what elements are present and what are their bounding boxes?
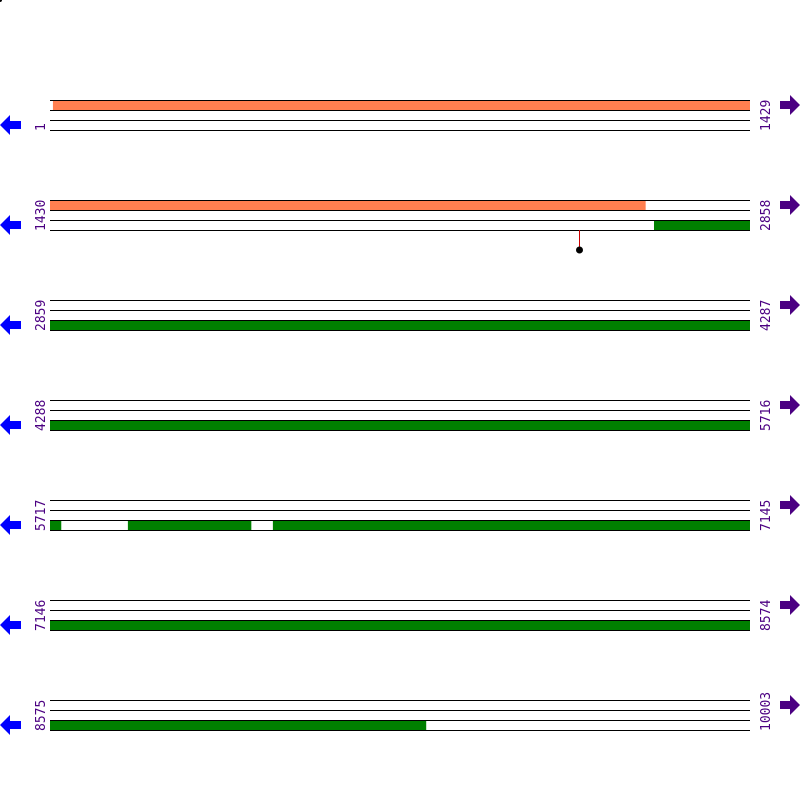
arrow-right-icon	[780, 195, 800, 215]
arrow-right-icon	[780, 495, 800, 515]
arrow-left-icon	[0, 515, 21, 535]
start-position-label: 4288	[34, 400, 49, 431]
arrow-right-icon	[780, 695, 800, 715]
sequence-row: 4288 5716	[0, 395, 800, 435]
feature-bar-bottom	[653, 220, 750, 230]
start-position-label: 8575	[34, 700, 49, 731]
arrow-left-icon	[0, 415, 21, 435]
arrow-right-icon	[780, 295, 800, 315]
arrow-left-icon	[0, 115, 21, 135]
feature-bar-top	[50, 200, 646, 210]
start-position-label: 7146	[34, 600, 49, 631]
feature-bar-bottom	[50, 720, 427, 730]
arrow-right-icon	[780, 595, 800, 615]
sequence-row: 5717 7145	[0, 495, 800, 535]
sequence-row: 1430 2858	[0, 195, 800, 254]
sequence-row: 7146 8574	[0, 595, 800, 635]
start-position-label: 1	[34, 123, 49, 131]
end-position-label: 7145	[759, 500, 774, 531]
feature-bar-top	[52, 100, 751, 110]
feature-bar-bottom	[50, 320, 750, 330]
feature-bar-bottom	[50, 520, 62, 530]
end-position-label: 2858	[759, 200, 774, 231]
arrow-left-icon	[0, 315, 21, 335]
end-position-label: 10003	[759, 692, 774, 731]
arrow-left-icon	[0, 215, 21, 235]
start-position-label: 2859	[34, 300, 49, 331]
lollipop-marker	[576, 246, 583, 254]
arrow-left-icon	[0, 615, 21, 635]
end-position-label: 1429	[759, 100, 774, 131]
start-position-label: 1430	[34, 200, 49, 231]
feature-bar-bottom	[272, 520, 750, 530]
sequence-row: 1 1429	[0, 95, 800, 135]
arrow-right-icon	[780, 95, 800, 115]
end-position-label: 8574	[759, 600, 774, 631]
corner-dot	[0, 0, 2, 2]
end-position-label: 5716	[759, 400, 774, 431]
feature-bar-bottom	[50, 420, 750, 430]
feature-bar-bottom	[127, 520, 252, 530]
sequence-row: 2859 4287	[0, 295, 800, 335]
feature-bar-bottom	[50, 620, 750, 630]
start-position-label: 5717	[34, 500, 49, 531]
end-position-label: 4287	[759, 300, 774, 331]
arrow-left-icon	[0, 715, 21, 735]
arrow-right-icon	[780, 395, 800, 415]
sequence-row: 8575 10003	[0, 692, 800, 735]
